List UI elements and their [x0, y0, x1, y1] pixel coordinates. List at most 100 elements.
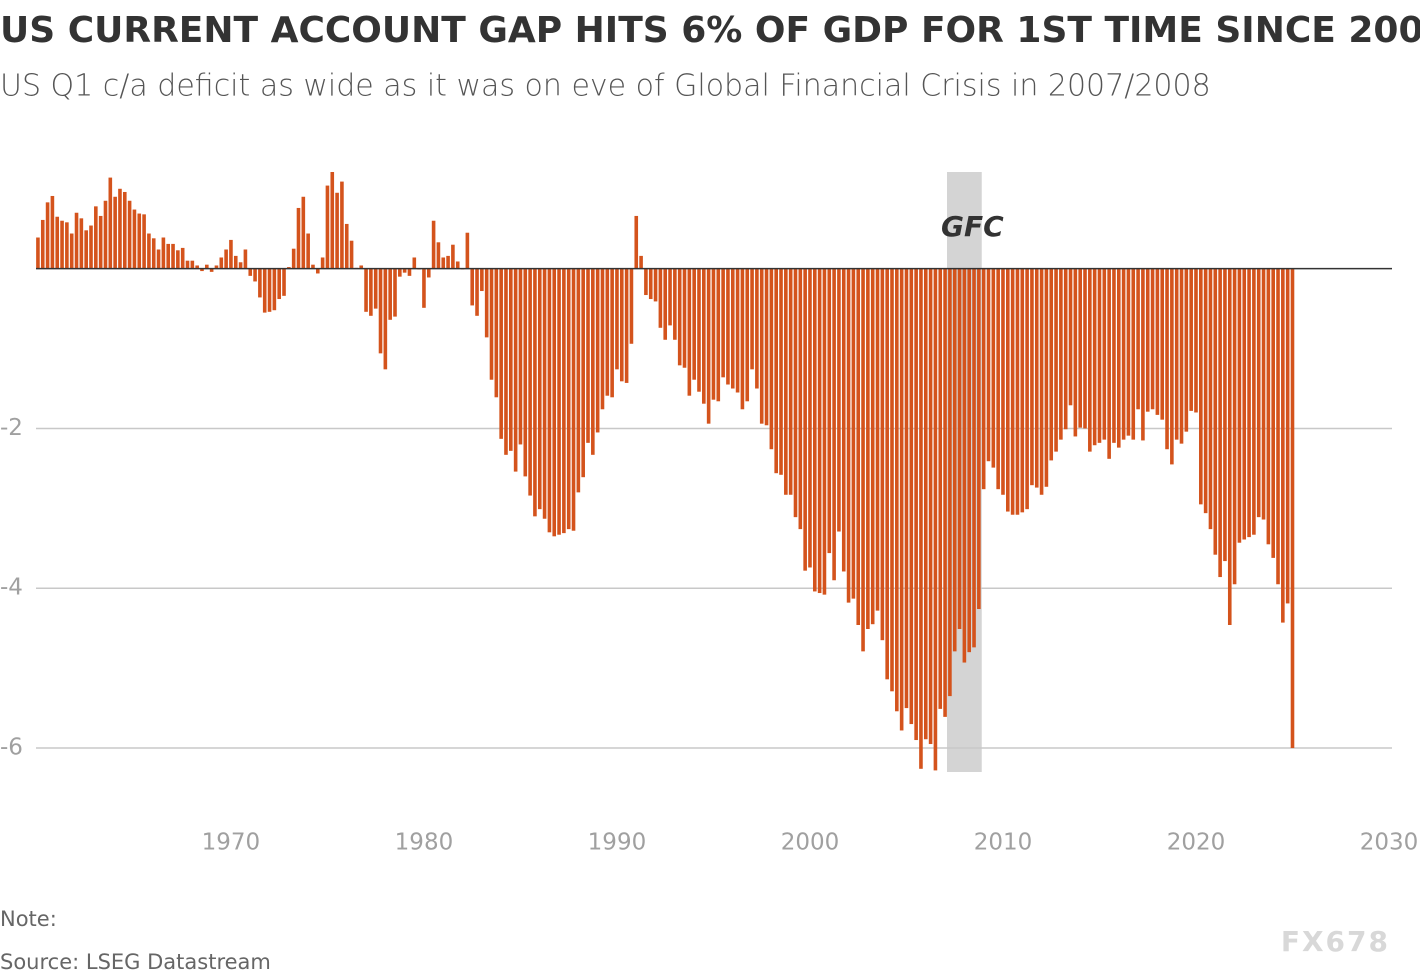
bar [55, 216, 60, 269]
bar [880, 268, 885, 641]
bar [1237, 268, 1242, 543]
bar [1044, 268, 1049, 487]
bar [769, 268, 774, 450]
bar [151, 238, 156, 269]
bar [981, 268, 986, 490]
bar [856, 268, 861, 625]
bar [1068, 268, 1073, 406]
bar [494, 268, 499, 398]
bar [214, 265, 219, 269]
bar [566, 268, 571, 530]
bar [943, 268, 947, 717]
bar [253, 268, 257, 282]
bar [238, 262, 243, 269]
bar [977, 268, 981, 610]
bar [692, 268, 696, 380]
bar [1030, 268, 1034, 486]
bar [69, 233, 74, 269]
bar [113, 196, 117, 269]
bar [1160, 268, 1165, 420]
bar [996, 268, 1000, 490]
bar [537, 268, 542, 510]
bar [224, 249, 228, 269]
bar [499, 268, 503, 439]
bar [248, 268, 253, 276]
bar [1073, 268, 1078, 437]
bar [1054, 268, 1058, 452]
bar [315, 268, 320, 274]
bar [1266, 268, 1271, 545]
bar [330, 172, 335, 269]
bar [40, 219, 45, 269]
bar [687, 268, 692, 396]
bar [576, 268, 581, 493]
bar [991, 268, 996, 468]
bar [441, 257, 446, 269]
bar [383, 268, 388, 370]
bar [1136, 268, 1140, 410]
bar [296, 207, 301, 269]
bar [1242, 268, 1247, 540]
bar [928, 268, 933, 745]
bar [65, 222, 69, 269]
bar [653, 268, 658, 302]
bar [552, 268, 557, 537]
bar [1083, 268, 1087, 429]
bar [171, 243, 175, 269]
bar [755, 268, 759, 389]
bar [1107, 268, 1111, 459]
y-tick-label: -4 [0, 575, 23, 601]
bar [306, 233, 310, 269]
bar [94, 206, 98, 269]
bar [711, 268, 716, 400]
bar [98, 215, 103, 269]
bar [36, 237, 40, 269]
bar [518, 268, 523, 445]
bar [122, 191, 127, 269]
bar [619, 268, 624, 382]
bar [504, 268, 508, 455]
bar [1015, 268, 1020, 515]
y-tick-label: -2 [0, 415, 23, 441]
bar [258, 268, 262, 298]
bar [644, 268, 648, 296]
bar [1281, 268, 1285, 623]
bar [808, 268, 812, 568]
bar [784, 268, 788, 495]
bar [812, 268, 817, 592]
bar [764, 268, 769, 426]
bar [1213, 268, 1218, 555]
bar [132, 209, 137, 269]
bar [219, 257, 224, 269]
bar [60, 220, 64, 269]
bar [89, 225, 93, 269]
x-tick-label: 1980 [395, 830, 454, 856]
bar [475, 268, 479, 316]
bar [615, 268, 619, 370]
bar [1020, 268, 1025, 513]
x-tick-label: 2020 [1167, 830, 1226, 856]
bar [369, 268, 373, 316]
source: Source: LSEG Datastream [0, 950, 271, 974]
bar [639, 255, 643, 269]
bar [1174, 268, 1179, 440]
bar [774, 268, 778, 474]
bar [595, 268, 600, 433]
bar [287, 267, 291, 269]
bar [697, 268, 701, 392]
bar [866, 268, 870, 629]
bar [851, 268, 856, 599]
bar [841, 268, 846, 572]
bar [1199, 268, 1203, 505]
bar [827, 268, 832, 554]
bar [1150, 268, 1155, 410]
bar [84, 230, 88, 269]
bar [668, 268, 672, 326]
bar [885, 268, 889, 680]
bar [426, 268, 431, 278]
bar [45, 202, 50, 269]
bar [1165, 268, 1169, 450]
bar [1227, 268, 1232, 625]
bar [431, 220, 436, 269]
